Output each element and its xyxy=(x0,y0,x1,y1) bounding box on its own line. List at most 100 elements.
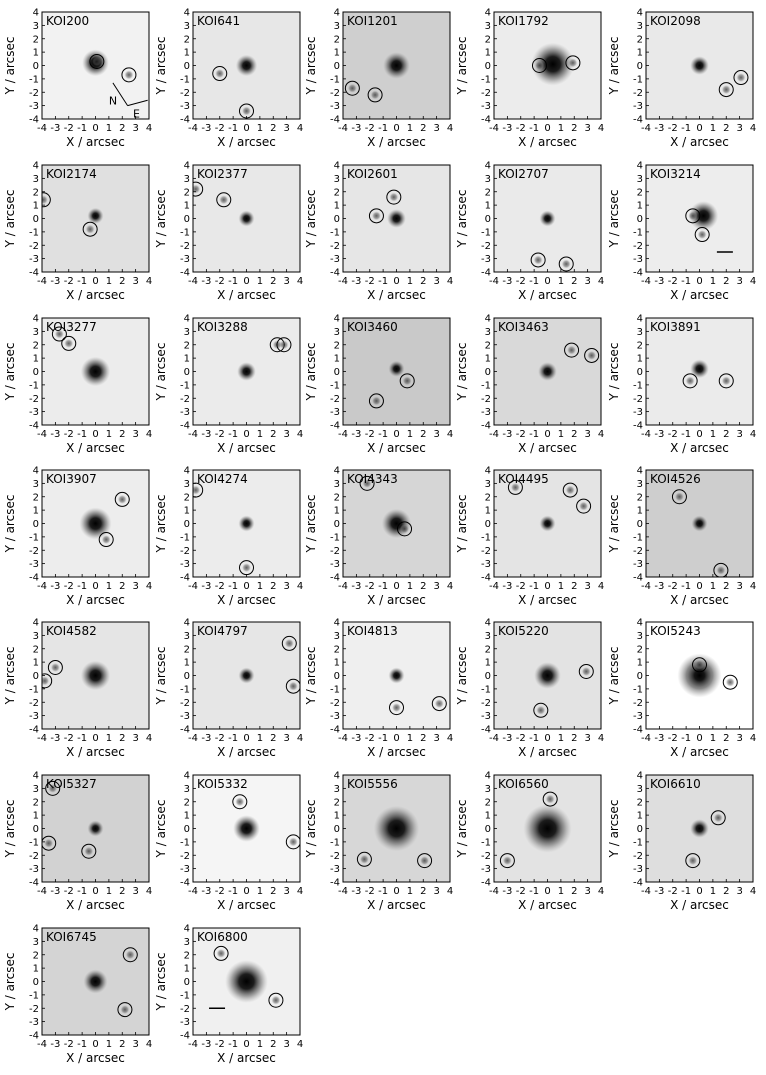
y-tick-label: 2 xyxy=(637,187,643,198)
y-tick-label: 0 xyxy=(334,671,340,682)
y-tick-label: -2 xyxy=(29,698,39,709)
x-tick-label: -4 xyxy=(37,429,47,440)
companion-source xyxy=(674,492,684,502)
x-tick-label: -4 xyxy=(338,886,348,897)
y-tick-label: -3 xyxy=(330,711,340,722)
y-axis-label: Y / arcsec xyxy=(3,953,17,1012)
x-tick-label: -3 xyxy=(502,886,512,897)
y-tick-label: 2 xyxy=(637,644,643,655)
x-tick-label: -4 xyxy=(37,1039,47,1050)
y-tick-label: -3 xyxy=(633,254,643,265)
panel-image xyxy=(646,622,753,729)
x-axis-label: X / arcsec xyxy=(217,441,276,455)
y-tick-label: 1 xyxy=(184,658,190,669)
companion-circle-marker xyxy=(417,853,433,869)
y-tick-label: -1 xyxy=(180,684,190,695)
x-tick-label: 2 xyxy=(420,123,426,134)
x-tick-label: -1 xyxy=(77,123,87,134)
y-tick-label: 1 xyxy=(184,506,190,517)
primary-star xyxy=(83,969,108,994)
panel-label: KOI5243 xyxy=(650,624,701,638)
y-tick-label: 1 xyxy=(33,811,39,822)
y-tick-label: -2 xyxy=(180,698,190,709)
x-tick-label: -2 xyxy=(215,581,225,592)
x-tick-label: -2 xyxy=(64,581,74,592)
y-tick-label: -1 xyxy=(29,227,39,238)
y-axis-label: Y / arcsec xyxy=(304,647,318,706)
y-tick-label: -3 xyxy=(481,101,491,112)
y-axis-label: Y / arcsec xyxy=(3,647,17,706)
x-tick-label: -2 xyxy=(365,581,375,592)
companion-source xyxy=(392,703,401,713)
x-tick-label: -2 xyxy=(215,276,225,287)
y-tick-label: -3 xyxy=(180,254,190,265)
y-tick-label: -3 xyxy=(481,711,491,722)
x-tick-label: 4 xyxy=(598,886,604,897)
companion-circle-marker xyxy=(542,791,558,807)
companion-source xyxy=(721,85,731,95)
companion-source xyxy=(216,948,226,958)
x-tick-label: 4 xyxy=(146,886,152,897)
companion-circle-marker xyxy=(81,843,97,859)
companion-source xyxy=(721,376,731,386)
y-tick-label: -2 xyxy=(29,546,39,557)
x-tick-label: 2 xyxy=(571,581,577,592)
companion-source xyxy=(371,396,381,406)
y-tick-label: -2 xyxy=(180,851,190,862)
x-tick-label: 3 xyxy=(132,123,138,134)
x-tick-label: -4 xyxy=(338,123,348,134)
x-tick-label: 4 xyxy=(146,733,152,744)
panel-image xyxy=(494,165,601,272)
x-tick-label: -4 xyxy=(489,429,499,440)
x-axis-label: X / arcsec xyxy=(518,593,577,607)
companion-source xyxy=(125,950,135,960)
y-tick-label: 0 xyxy=(334,367,340,378)
companion-circle-marker xyxy=(671,489,687,505)
y-tick-label: -2 xyxy=(29,88,39,99)
x-tick-label: -3 xyxy=(201,429,211,440)
x-tick-label: 4 xyxy=(750,429,756,440)
x-tick-label: 4 xyxy=(297,429,303,440)
y-tick-label: 2 xyxy=(334,492,340,503)
panel-label: KOI4274 xyxy=(197,472,248,486)
x-tick-label: 0 xyxy=(243,886,249,897)
y-tick-label: 3 xyxy=(184,479,190,490)
x-tick-label: -2 xyxy=(516,886,526,897)
panel-label: KOI2707 xyxy=(498,167,549,181)
primary-star xyxy=(79,507,112,540)
compass-north-label: N xyxy=(109,94,117,107)
companion-circle-marker xyxy=(531,58,547,73)
x-tick-label: 3 xyxy=(584,276,590,287)
x-tick-label: 2 xyxy=(723,581,729,592)
y-tick-label: 3 xyxy=(637,327,643,338)
x-tick-label: 2 xyxy=(723,123,729,134)
y-tick-label: 0 xyxy=(184,977,190,988)
companion-circle-marker xyxy=(232,794,248,810)
y-tick-label: 2 xyxy=(33,644,39,655)
x-tick-label: 1 xyxy=(407,429,413,440)
x-tick-label: -2 xyxy=(64,886,74,897)
companion-circle-marker xyxy=(42,673,53,689)
y-tick-label: -1 xyxy=(633,837,643,848)
y-tick-label: 1 xyxy=(485,811,491,822)
x-tick-label: 2 xyxy=(270,1039,276,1050)
x-tick-label: -2 xyxy=(64,1039,74,1050)
y-tick-label: -1 xyxy=(29,380,39,391)
x-tick-label: -4 xyxy=(338,733,348,744)
panel-image xyxy=(193,12,300,119)
x-tick-label: -1 xyxy=(378,733,388,744)
x-tick-label: 3 xyxy=(584,581,590,592)
y-tick-label: 4 xyxy=(485,618,491,629)
x-tick-label: 4 xyxy=(598,276,604,287)
x-tick-label: 3 xyxy=(132,581,138,592)
y-tick-label: -2 xyxy=(633,88,643,99)
y-tick-label: -1 xyxy=(29,74,39,85)
x-tick-label: -1 xyxy=(681,429,691,440)
y-tick-label: 3 xyxy=(485,21,491,32)
y-axis-label: Y / arcsec xyxy=(304,495,318,554)
